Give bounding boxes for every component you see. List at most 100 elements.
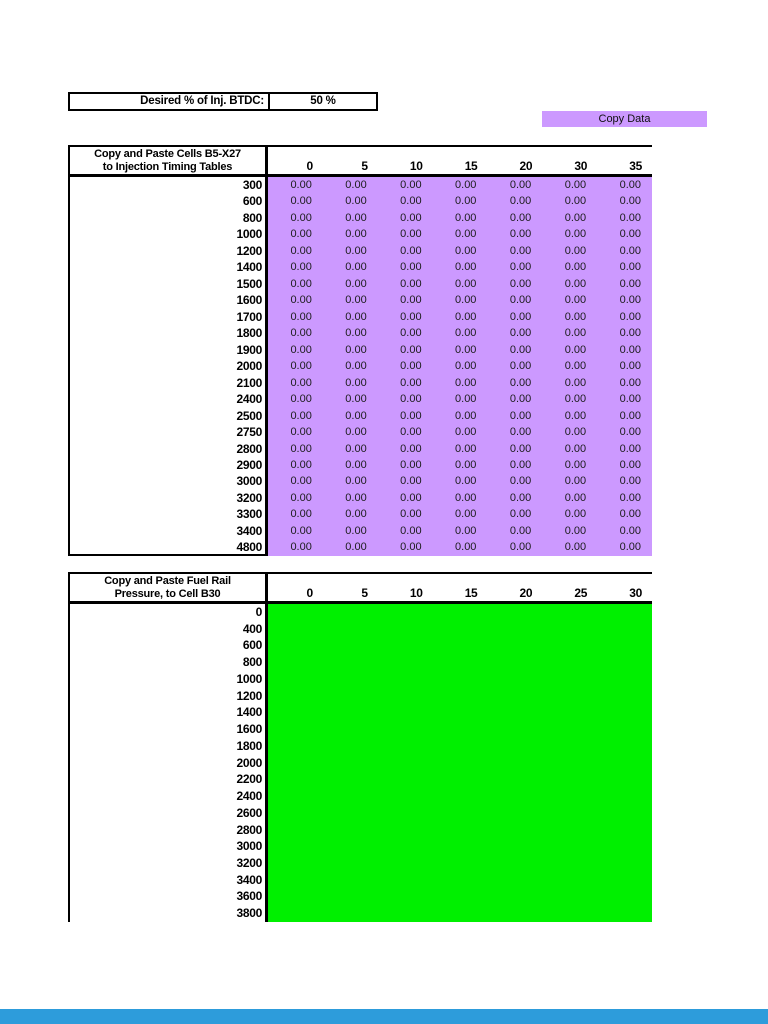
grid-cell: 0.00: [487, 242, 543, 260]
grid-cell: 0.00: [432, 209, 488, 227]
grid-cell: 0.00: [542, 506, 598, 523]
grid-cell: 0.00: [322, 522, 378, 540]
grid-cell: [597, 721, 653, 738]
grid-cell: 0.00: [542, 341, 598, 359]
grid-cell: 0.00: [432, 193, 488, 210]
grid-cell: 0.00: [542, 358, 598, 375]
grid-cell: 0.00: [322, 177, 378, 194]
grid-cell: [542, 721, 598, 738]
grid-cell: [487, 737, 543, 755]
grid-cell: 0.00: [487, 522, 543, 540]
desired-btdc-value-cell[interactable]: 50 %: [310, 95, 336, 107]
grid-cell: [322, 670, 378, 688]
grid-cell: [487, 821, 543, 839]
row-label: 3200: [68, 489, 268, 507]
grid-cell: 0.00: [432, 506, 488, 523]
grid-cell: 0.00: [597, 177, 653, 194]
grid-cell: [597, 788, 653, 805]
row-label: 300: [68, 177, 268, 194]
grid-cell: 0.00: [487, 209, 543, 227]
grid-cell: [268, 804, 323, 822]
grid-cell: [487, 754, 543, 772]
grid-cell: 0.00: [377, 374, 433, 392]
grid-cell: [377, 737, 433, 755]
desired-btdc-box: Desired % of Inj. BTDC: 50 %: [68, 92, 378, 111]
row-label: 3000: [68, 838, 268, 856]
grid-cell: 0.00: [432, 358, 488, 375]
grid-cell: [377, 771, 433, 789]
grid-cell: [377, 855, 433, 872]
grid-cell: 0.00: [268, 193, 323, 210]
grid-cell: 0.00: [432, 407, 488, 425]
grid-cell: [487, 721, 543, 738]
grid-cell: 0.00: [322, 292, 378, 309]
grid-cell: 0.00: [322, 259, 378, 276]
grid-cell: 0.00: [322, 440, 378, 457]
grid-cell: 0.00: [542, 226, 598, 243]
grid-cell: 0.00: [377, 456, 433, 474]
grid-cell: 0.00: [597, 440, 653, 457]
row-label: 2800: [68, 821, 268, 839]
grid-cell: [322, 654, 378, 671]
grid-cell: [542, 855, 598, 872]
column-header: 25: [542, 572, 598, 604]
grid-cell: 0.00: [542, 308, 598, 326]
grid-cell: 0.00: [377, 275, 433, 293]
grid-cell: 0.00: [597, 308, 653, 326]
grid-cell: 0.00: [268, 341, 323, 359]
grid-cell: 0.00: [432, 374, 488, 392]
grid-cell: 0.00: [542, 275, 598, 293]
row-label: 800: [68, 209, 268, 227]
row-label: 1000: [68, 226, 268, 243]
grid-cell: [432, 654, 488, 671]
grid-cell: [268, 771, 323, 789]
grid-cell: 0.00: [268, 325, 323, 342]
grid-cell: [322, 620, 378, 638]
grid-cell: 0.00: [487, 292, 543, 309]
grid-cell: [487, 704, 543, 722]
grid-cell: [377, 754, 433, 772]
grid-cell: [268, 838, 323, 856]
column-header: 5: [322, 145, 378, 177]
grid-cell: [597, 654, 653, 671]
grid-cell: [487, 771, 543, 789]
column-header: 30: [597, 572, 653, 604]
grid-cell: [268, 654, 323, 671]
grid-cell: 0.00: [597, 209, 653, 227]
copy-data-button[interactable]: Copy Data: [542, 111, 707, 127]
grid-cell: 0.00: [268, 275, 323, 293]
row-label: 3200: [68, 855, 268, 872]
column-header: 35: [597, 145, 653, 177]
timing-table-title: Copy and Paste Cells B5-X27 to Injection …: [68, 145, 268, 177]
grid-cell: [268, 737, 323, 755]
grid-cell: [542, 704, 598, 722]
grid-cell: 0.00: [542, 473, 598, 490]
grid-cell: [432, 788, 488, 805]
grid-cell: [597, 637, 653, 655]
grid-cell: 0.00: [597, 506, 653, 523]
grid-cell: [597, 771, 653, 789]
grid-cell: [268, 871, 323, 889]
row-label: 3800: [68, 905, 268, 922]
grid-cell: [268, 788, 323, 805]
grid-cell: 0.00: [432, 226, 488, 243]
grid-cell: 0.00: [487, 325, 543, 342]
grid-cell: 0.00: [597, 456, 653, 474]
grid-cell: 0.00: [542, 374, 598, 392]
grid-cell: [322, 771, 378, 789]
row-label: 400: [68, 620, 268, 638]
grid-cell: 0.00: [487, 456, 543, 474]
row-label: 1200: [68, 242, 268, 260]
grid-cell: 0.00: [542, 522, 598, 540]
grid-cell: 0.00: [377, 440, 433, 457]
grid-cell: 0.00: [487, 374, 543, 392]
grid-cell: 0.00: [377, 308, 433, 326]
grid-cell: 0.00: [487, 506, 543, 523]
grid-cell: 0.00: [377, 177, 433, 194]
grid-cell: 0.00: [487, 275, 543, 293]
row-label: 1800: [68, 325, 268, 342]
grid-cell: [322, 821, 378, 839]
row-label: 1600: [68, 292, 268, 309]
grid-cell: 0.00: [597, 341, 653, 359]
